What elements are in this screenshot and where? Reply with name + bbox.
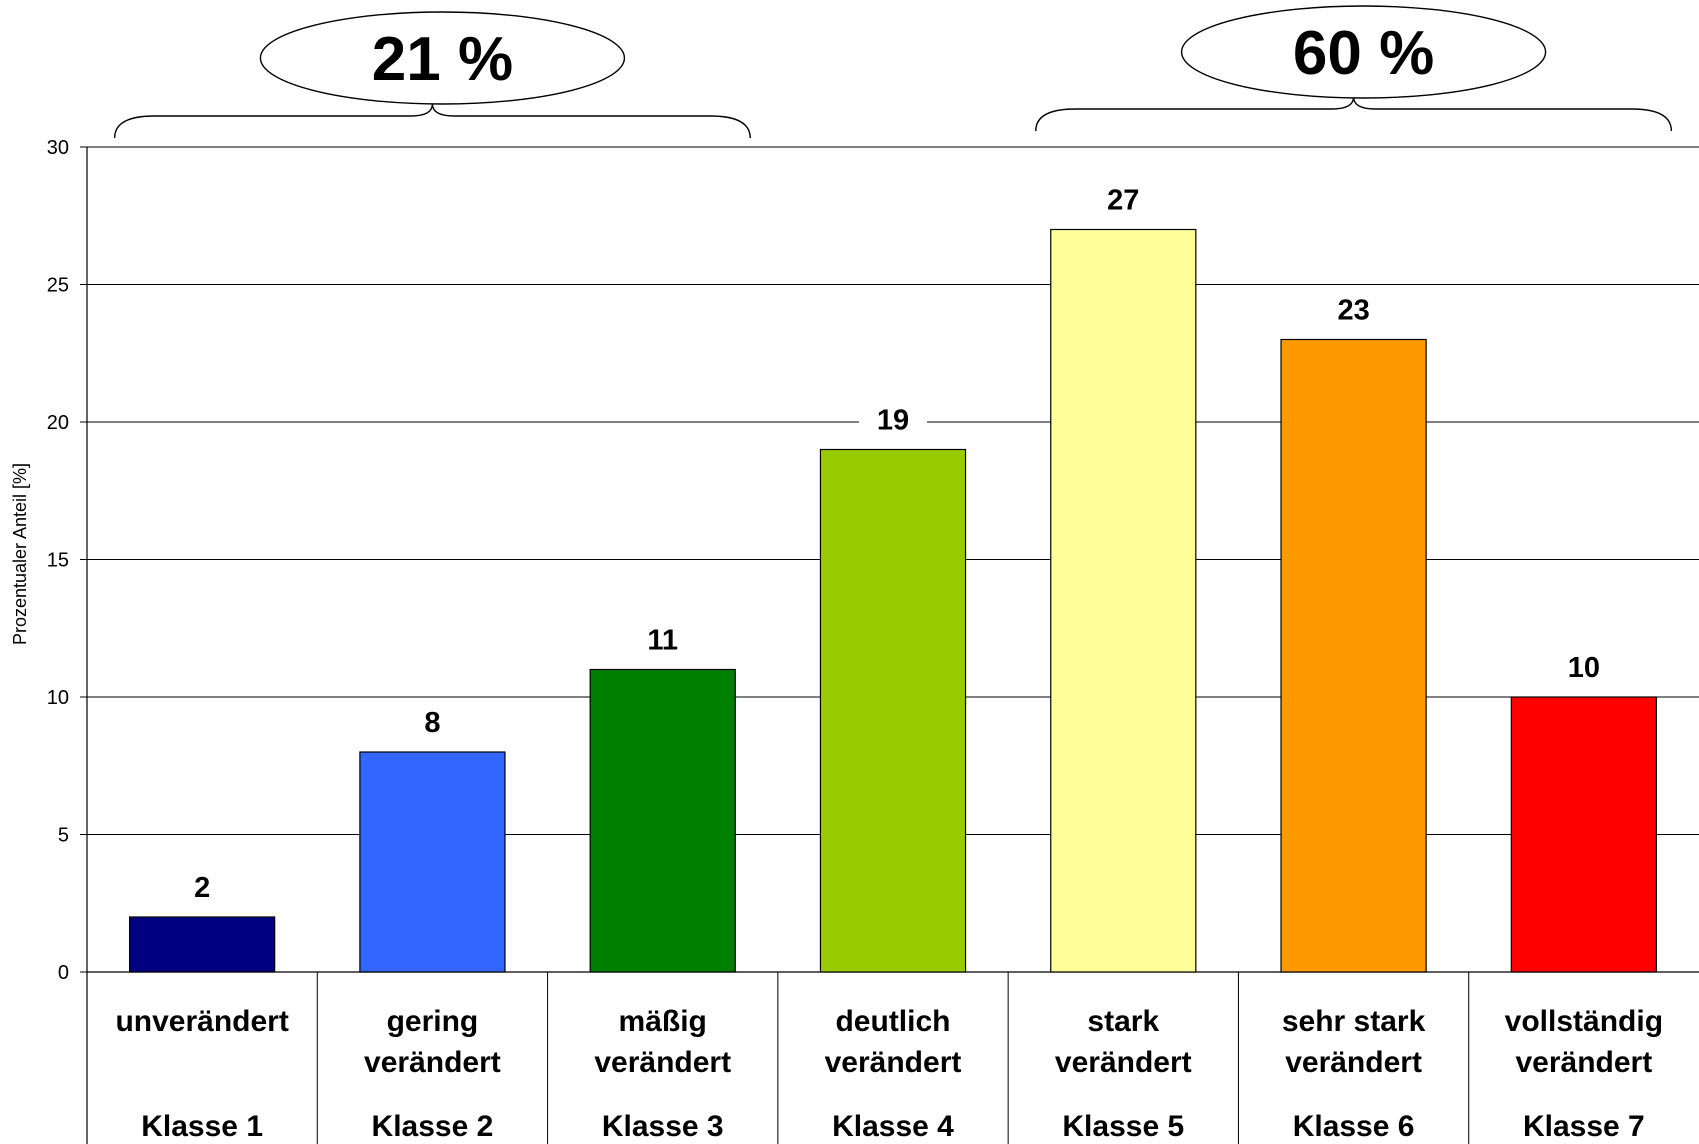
data-label-background	[1319, 287, 1388, 328]
group-brace-1	[113, 103, 751, 139]
category-klasse-label: Klasse 1	[141, 1110, 263, 1143]
data-label-1: 2	[194, 872, 210, 904]
category-label-line1: sehr stark	[1282, 1005, 1426, 1038]
y-axis-label: Prozentualer Anteil [%]	[10, 463, 30, 645]
y-tick-label: 0	[58, 962, 69, 984]
bar-5	[1050, 228, 1197, 973]
group-percentage-1: 21 %	[372, 25, 513, 94]
category-label-line1: deutlich	[835, 1005, 950, 1038]
y-tick-label: 20	[47, 412, 69, 434]
y-tick-label: 5	[58, 825, 69, 847]
bar-1	[129, 916, 276, 973]
group-brace-2	[1035, 96, 1673, 132]
data-label-2: 8	[424, 707, 440, 739]
category-label-line2: verändert	[1285, 1046, 1422, 1079]
data-label-background	[1089, 177, 1158, 218]
category-label-line2: verändert	[1515, 1046, 1652, 1079]
bar-7	[1510, 696, 1657, 973]
category-klasse-label: Klasse 3	[602, 1110, 724, 1143]
category-label-line1: gering	[387, 1005, 479, 1038]
data-label-background	[859, 397, 927, 438]
group-callout-2	[1180, 5, 1547, 99]
data-label-3: 11	[647, 625, 678, 657]
data-label-7: 10	[1568, 652, 1600, 684]
data-label-4: 19	[877, 405, 909, 437]
group-percentage-2: 60 %	[1293, 19, 1434, 88]
group-callout-1	[259, 11, 626, 105]
category-label-line1: unverändert	[115, 1005, 288, 1038]
category-label-line2: verändert	[825, 1046, 962, 1079]
bars	[129, 228, 1657, 973]
bar-6	[1280, 338, 1427, 973]
y-tick-label: 10	[47, 687, 69, 709]
data-label-5: 27	[1107, 185, 1139, 217]
category-labels: unverändert Klasse 1 gering verändert Klasse…	[115, 1005, 1663, 1143]
category-label-line1: vollständig	[1505, 1005, 1663, 1038]
axes: 0 5 10 15 20 25 30	[47, 137, 1699, 1144]
bar-2	[359, 751, 506, 973]
category-klasse-label: Klasse 5	[1062, 1110, 1184, 1143]
y-tick-label: 15	[47, 550, 69, 572]
category-klasse-label: Klasse 7	[1523, 1110, 1645, 1143]
category-label-line2: verändert	[1055, 1046, 1192, 1079]
data-label-background	[177, 865, 227, 905]
category-klasse-label: Klasse 4	[832, 1110, 954, 1143]
category-label-line1: stark	[1087, 1005, 1159, 1038]
group-annotations: 21 % 60 %	[113, 5, 1673, 139]
data-label-background	[628, 617, 697, 658]
y-tick-label: 25	[47, 275, 69, 297]
category-klasse-label: Klasse 2	[372, 1110, 494, 1143]
category-label-line2: verändert	[594, 1046, 731, 1079]
y-tick-label: 30	[47, 137, 69, 159]
bar-3	[589, 668, 736, 973]
data-label-background	[407, 700, 457, 740]
category-klasse-label: Klasse 6	[1293, 1110, 1415, 1143]
category-label-line2: verändert	[364, 1046, 501, 1079]
bar-4	[819, 448, 967, 973]
data-label-6: 23	[1337, 295, 1369, 327]
data-label-background	[1549, 645, 1618, 685]
category-label-line1: mäßig	[619, 1005, 707, 1038]
data-labels: 2 8 11 19 27 23 10	[177, 177, 1618, 905]
